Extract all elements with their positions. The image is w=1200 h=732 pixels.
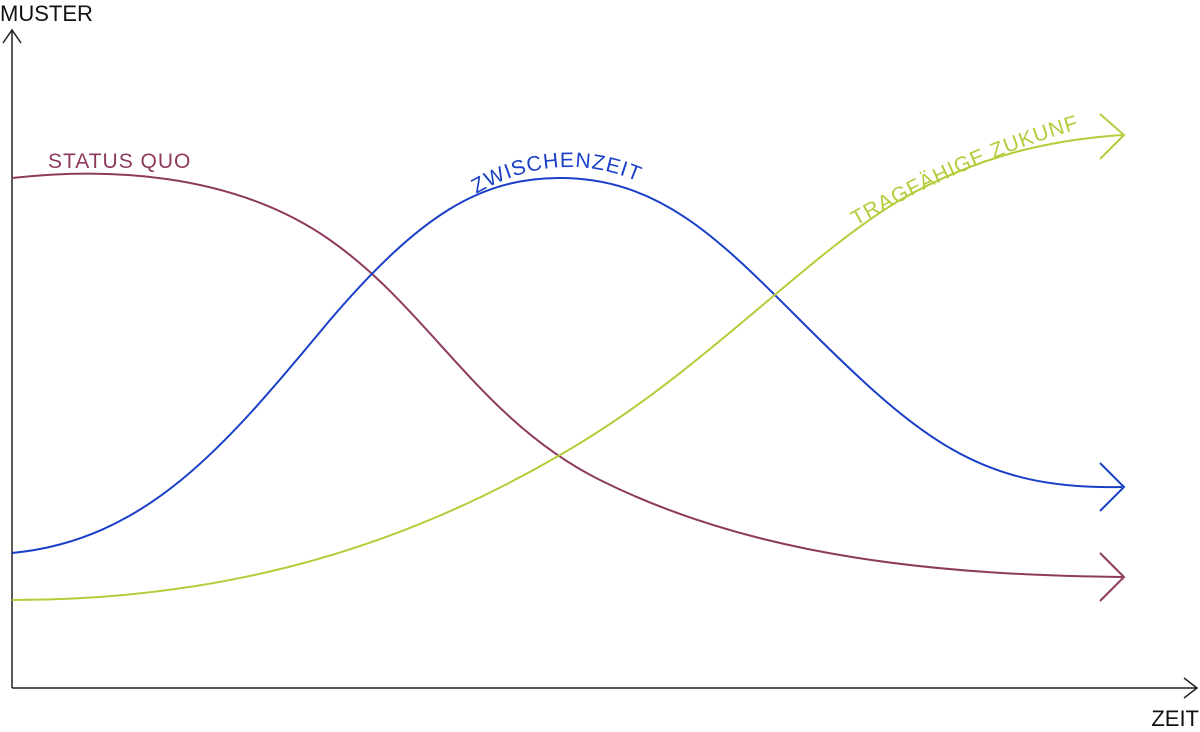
x-axis-label: ZEIT [1151, 706, 1199, 731]
curve [11, 176, 1123, 554]
arrow-head [1099, 552, 1126, 602]
y-axis-label: MUSTER [0, 1, 93, 26]
curve-label: STATUS QUO [48, 150, 191, 173]
curve-status-quo: STATUS QUO [11, 150, 1126, 602]
curve [11, 172, 1123, 578]
y-axis [2, 28, 22, 688]
curve-label-path: ZWISCHENZEIT [468, 149, 645, 198]
curve-zwischenzeit: ZWISCHENZEIT [11, 149, 1126, 554]
curve-label: ZWISCHENZEIT [468, 149, 646, 198]
curve-label: TRAGFÄHIGE ZUKUNFT [0, 0, 1081, 230]
arrow-head [1099, 462, 1126, 512]
curve-label-path: TRAGFÄHIGE ZUKUNFT [0, 0, 1080, 230]
arrow-head [1099, 113, 1126, 160]
curve-tragfaehige-zukunft: TRAGFÄHIGE ZUKUNFT [0, 0, 1126, 601]
x-axis [12, 677, 1199, 699]
curve [11, 134, 1123, 601]
